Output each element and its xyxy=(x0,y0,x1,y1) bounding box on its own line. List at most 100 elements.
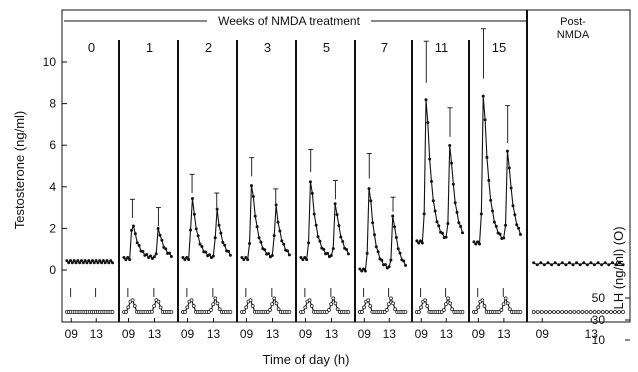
testosterone-point xyxy=(507,166,511,170)
testosterone-point xyxy=(600,263,604,267)
testosterone-point xyxy=(360,269,364,273)
testosterone-point xyxy=(263,248,267,252)
testosterone-point xyxy=(257,236,261,240)
testosterone-point xyxy=(542,263,546,267)
testosterone-point xyxy=(578,263,582,267)
lh-point xyxy=(329,302,333,307)
lh-point xyxy=(393,307,397,312)
lh-point xyxy=(324,310,329,314)
lh-point xyxy=(368,304,373,308)
testosterone-point xyxy=(211,254,215,258)
y2-axis-title: LH (ng/ml) (O) xyxy=(611,226,626,309)
testosterone-point xyxy=(280,239,284,243)
testosterone-point xyxy=(459,225,463,229)
y2-tick-label: 30 xyxy=(592,313,606,327)
testosterone-point xyxy=(440,231,444,235)
lh-point xyxy=(518,310,523,314)
lh-point xyxy=(209,308,213,312)
lh-point xyxy=(389,296,393,301)
testosterone-point xyxy=(100,261,104,265)
x-tick-label: 13 xyxy=(497,327,511,341)
testosterone-point xyxy=(492,220,496,224)
lh-point xyxy=(268,308,272,312)
testosterone-point xyxy=(185,256,189,260)
testosterone-point xyxy=(208,253,212,257)
testosterone-point xyxy=(145,252,149,256)
lh-point xyxy=(217,307,222,312)
lh-point xyxy=(580,310,585,314)
lh-point xyxy=(307,298,312,303)
lh-point xyxy=(301,310,305,314)
testosterone-point xyxy=(582,261,586,265)
testosterone-point xyxy=(168,251,172,255)
lh-point xyxy=(272,296,277,301)
post-label-line2: NMDA xyxy=(557,29,590,41)
testosterone-point xyxy=(81,261,85,265)
testosterone-point xyxy=(450,161,454,165)
lh-point xyxy=(158,305,163,310)
lh-point xyxy=(191,304,196,308)
testosterone-point xyxy=(130,228,134,232)
lh-point xyxy=(152,304,156,308)
testosterone-point xyxy=(535,263,539,267)
testosterone-point xyxy=(589,261,593,265)
lh-point xyxy=(556,310,560,314)
lh-point xyxy=(444,302,448,307)
testosterone-point xyxy=(183,258,187,262)
testosterone-point xyxy=(376,250,380,254)
testosterone-point xyxy=(215,207,219,211)
testosterone-point xyxy=(457,221,461,225)
testosterone-point xyxy=(160,238,164,242)
lh-point xyxy=(360,310,364,314)
testosterone-point xyxy=(89,261,93,265)
testosterone-point xyxy=(603,261,607,265)
testosterone-point xyxy=(204,250,208,254)
lh-point xyxy=(211,302,215,307)
x-tick-label: 13 xyxy=(383,327,397,341)
testosterone-point xyxy=(491,209,495,213)
testosterone-point xyxy=(404,263,407,267)
testosterone-point xyxy=(213,236,217,240)
testosterone-point xyxy=(371,221,375,225)
x-tick-label: 13 xyxy=(585,327,599,341)
testosterone-point xyxy=(316,235,320,239)
testosterone-line xyxy=(300,181,349,261)
x-tick-label: 13 xyxy=(440,327,454,341)
testosterone-point xyxy=(85,261,89,265)
lh-point xyxy=(206,310,211,314)
testosterone-point xyxy=(67,261,71,265)
lh-point xyxy=(270,302,274,307)
testosterone-point xyxy=(189,228,193,232)
testosterone-point xyxy=(152,255,156,259)
lh-point xyxy=(460,310,465,314)
lh-point xyxy=(425,304,430,308)
testosterone-point xyxy=(453,201,457,205)
testosterone-point xyxy=(505,149,509,153)
testosterone-point xyxy=(259,240,263,244)
testosterone-point xyxy=(337,224,341,228)
testosterone-point xyxy=(472,240,476,244)
lh-point xyxy=(592,310,597,314)
lh-point xyxy=(346,310,351,314)
lh-point xyxy=(335,307,340,312)
testosterone-point xyxy=(372,233,376,237)
panel-label: 7 xyxy=(381,40,388,55)
testosterone-point xyxy=(154,252,158,256)
testosterone-point xyxy=(94,259,98,263)
testosterone-point xyxy=(474,242,478,246)
testosterone-point xyxy=(70,261,74,265)
testosterone-point xyxy=(396,247,400,251)
testosterone-point xyxy=(105,259,109,263)
testosterone-point xyxy=(307,241,311,245)
y-tick-label: 4 xyxy=(49,180,56,194)
testosterone-point xyxy=(76,259,80,263)
testosterone-point xyxy=(240,256,244,260)
lh-point xyxy=(362,305,366,310)
testosterone-point xyxy=(346,252,350,256)
testosterone-point xyxy=(476,240,480,244)
x-tick-label: 09 xyxy=(65,327,79,341)
lh-point xyxy=(499,308,504,312)
testosterone-point xyxy=(217,223,221,227)
testosterone-point xyxy=(242,258,246,262)
